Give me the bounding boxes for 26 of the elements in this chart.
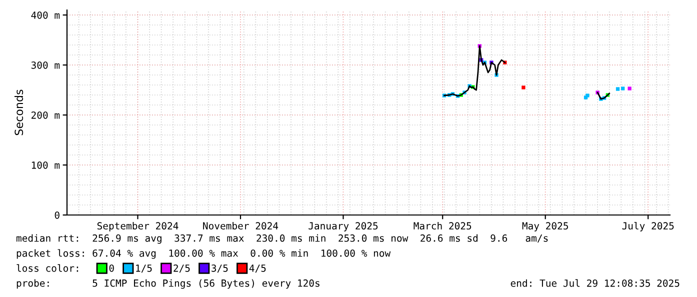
y-tick-label: 400 m — [31, 12, 60, 19]
y-axis-title: Seconds — [14, 90, 24, 136]
point — [621, 86, 625, 90]
y-tick-label: 0 — [54, 212, 60, 219]
legend-label: 4/5 — [249, 264, 266, 273]
point — [616, 87, 620, 91]
x-tick-label: March 2025 — [414, 222, 472, 230]
y-tick-label: 100 m — [32, 162, 60, 169]
x-tick-label: July 2025 — [622, 222, 674, 232]
legend-label: 0 — [109, 264, 114, 272]
text: packet loss: 67.04 % avg 100.00 % max 0.00 % min 100.00 % now — [16, 249, 391, 259]
x-tick-label: November 2024 — [203, 222, 278, 230]
y-tick-label: 200 m — [32, 112, 60, 119]
x-tick-label: September 2024 — [97, 222, 178, 232]
legend-label: 1/5 — [136, 264, 152, 273]
point — [522, 86, 526, 90]
x-tick-label: January 2025 — [308, 222, 378, 232]
text: end: Tue Jul 29 12:08:35 2025 — [510, 279, 680, 287]
point — [628, 86, 632, 90]
x-tick-label: May 2025 — [522, 222, 568, 232]
legend-title: loss color: — [16, 264, 78, 272]
text: median rtt: 256.9 ms avg 337.7 ms max 230.0 ms min 253.0 ms now 26.6 ms sd 9.6 am/s — [16, 234, 548, 244]
text: probe: 5 ICMP Echo Pings (56 Bytes) every 120s — [16, 279, 320, 289]
legend-label: 2/5 — [174, 264, 190, 273]
legend-label: 3/5 — [212, 264, 228, 273]
y-tick-label: 300 m — [31, 62, 60, 69]
